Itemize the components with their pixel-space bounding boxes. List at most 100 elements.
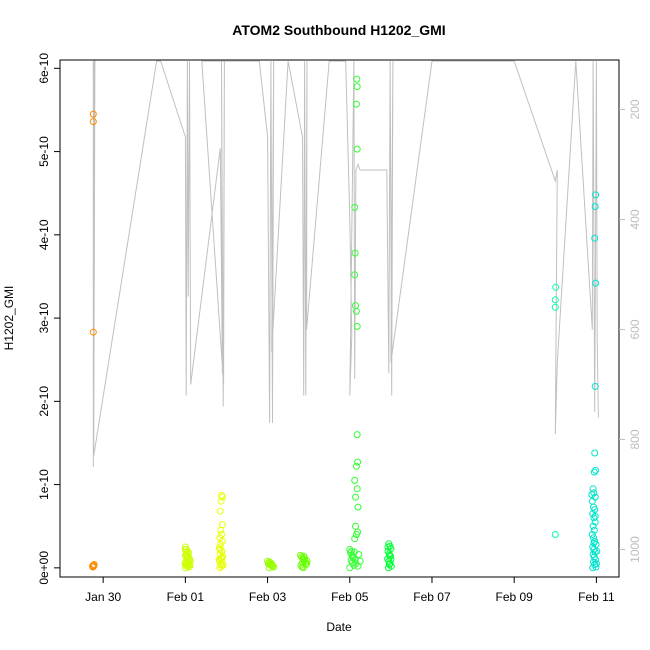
x-axis: Jan 30 Feb 01 Feb 03 Feb 05 Feb 07 Feb 09 Feb … — [85, 577, 615, 604]
data-point — [589, 522, 597, 530]
data-point — [351, 271, 359, 279]
series-7 — [551, 283, 560, 538]
data-point — [552, 283, 560, 291]
data-point — [351, 476, 359, 484]
y-tick-label: 1e-10 — [37, 469, 51, 500]
data-point — [351, 249, 359, 257]
track-line — [92, 60, 599, 468]
data-point — [592, 191, 600, 199]
data-point — [588, 531, 596, 538]
data-point — [352, 462, 360, 470]
data-point — [350, 548, 358, 556]
data-point — [299, 559, 306, 567]
data-point — [217, 526, 225, 534]
data-point — [590, 526, 598, 534]
data-point — [592, 279, 600, 287]
data-point — [384, 564, 392, 572]
data-point — [591, 382, 599, 390]
data-point — [588, 497, 596, 505]
series-0 — [89, 110, 98, 571]
data-point — [592, 466, 600, 474]
data-point — [590, 534, 597, 542]
y-axis-label: H1202_GMI — [2, 286, 16, 351]
data-point — [89, 118, 97, 126]
data-point — [267, 561, 275, 568]
data-point — [591, 203, 599, 210]
y-tick-label: 5e-10 — [37, 136, 51, 167]
data-point — [551, 296, 559, 304]
x-tick-label: Feb 03 — [249, 590, 287, 604]
data-point — [216, 546, 224, 553]
right-tick-label: 800 — [628, 429, 642, 449]
data-point — [589, 485, 597, 493]
data-point — [181, 564, 189, 572]
data-point — [89, 563, 97, 571]
data-point — [592, 560, 600, 568]
data-point — [352, 307, 360, 315]
data-point — [590, 468, 598, 476]
data-point — [352, 531, 360, 538]
data-point — [218, 521, 226, 529]
x-tick-label: Feb 07 — [413, 590, 451, 604]
data-point — [216, 507, 224, 515]
right-tick-label: 1000 — [628, 536, 642, 563]
data-point — [592, 563, 600, 571]
data-point — [590, 489, 598, 497]
data-point — [352, 522, 359, 530]
data-point — [354, 503, 362, 511]
y-tick-label: 6e-10 — [37, 53, 51, 84]
data-point — [352, 493, 359, 501]
series-2 — [215, 491, 227, 572]
data-point — [591, 449, 599, 457]
x-tick-label: Feb 11 — [578, 590, 615, 604]
data-point — [590, 514, 598, 522]
data-point — [352, 100, 360, 108]
x-tick-label: Feb 09 — [496, 590, 534, 604]
data-point — [181, 546, 189, 553]
right-tick-label: 200 — [628, 99, 642, 119]
data-point — [351, 535, 359, 543]
y-tick-label: 0e+00 — [37, 551, 51, 585]
x-axis-label: Date — [326, 620, 352, 634]
data-point — [219, 561, 227, 569]
data-point — [218, 554, 226, 562]
data-point — [551, 531, 559, 538]
x-tick-label: Jan 30 — [85, 590, 121, 604]
data-point — [346, 564, 354, 572]
x-tick-label: Feb 05 — [331, 590, 369, 604]
data-point — [268, 560, 276, 568]
data-point — [384, 543, 392, 551]
data-point — [386, 551, 394, 559]
data-point — [593, 547, 601, 555]
data-point — [353, 75, 361, 83]
series-6 — [384, 540, 395, 572]
y-tick-label: 2e-10 — [37, 386, 51, 417]
data-point — [351, 203, 359, 211]
series-1 — [181, 543, 194, 572]
series-4 — [297, 551, 311, 572]
data-point — [589, 564, 597, 572]
data-point — [186, 562, 194, 570]
data-point — [217, 497, 225, 505]
x-tick-label: Feb 01 — [167, 590, 205, 604]
data-point — [591, 512, 599, 520]
data-point — [353, 83, 361, 91]
data-point — [590, 539, 598, 547]
data-point — [303, 557, 311, 565]
points-layer — [89, 75, 601, 572]
series-3 — [264, 557, 278, 572]
data-point — [354, 458, 362, 466]
data-point — [353, 145, 361, 153]
data-point — [89, 328, 97, 336]
data-point — [353, 485, 361, 493]
data-point — [217, 541, 225, 548]
data-point — [551, 303, 559, 311]
right-tick-label: 600 — [628, 319, 642, 339]
chart-title: ATOM2 Southbound H1202_GMI — [232, 22, 445, 38]
data-point — [218, 537, 226, 545]
series-8 — [588, 191, 601, 572]
data-point — [353, 431, 361, 439]
plot-frame — [59, 59, 620, 578]
track-layer — [92, 60, 599, 468]
right-tick-label: 400 — [628, 209, 642, 229]
